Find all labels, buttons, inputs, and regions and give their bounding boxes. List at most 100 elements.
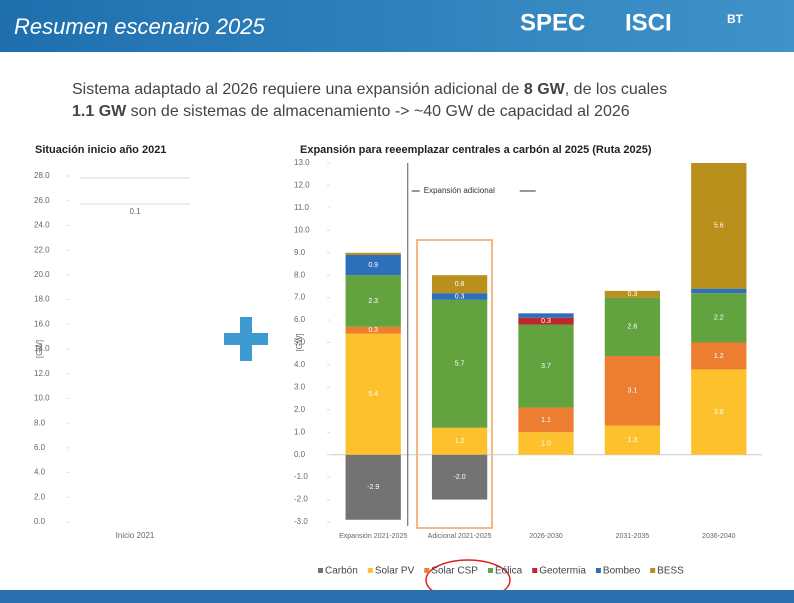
legend-swatch: [367, 568, 373, 573]
legend-label: Carbón: [325, 566, 358, 577]
bar-segment: [431, 299, 488, 428]
data-label: 5.7: [455, 361, 465, 368]
bar-segment: [691, 293, 747, 343]
bar-segment: [691, 342, 747, 370]
y-tick-label: 14.0: [34, 344, 50, 353]
data-label: 1.0: [541, 440, 551, 447]
data-label: 1.2: [714, 353, 724, 360]
x-tick-label: 2036-2040: [702, 533, 736, 540]
bar-segment: [431, 275, 488, 294]
y-tick-label: -2.0: [294, 495, 308, 504]
bar-segment: [691, 163, 747, 289]
y-tick-label: 22.0: [34, 245, 50, 254]
data-label: 1.1: [541, 417, 551, 424]
bar-segment: [604, 355, 661, 426]
data-label: 1.3: [628, 437, 638, 444]
header-bar: [0, 0, 794, 52]
slide-title: Resumen escenario 2025: [14, 14, 265, 39]
charts: Situación inicio año 2021 [GW] 0.0 2.0 4.0 6.…: [34, 144, 762, 577]
y-axis-label: [GW]: [295, 333, 304, 351]
legend-swatch: [318, 568, 323, 573]
bar-segment: [518, 432, 574, 455]
y-tick-label: 8.0: [294, 270, 306, 279]
x-tick-label: Inicio 2021: [116, 531, 155, 540]
body-text: Sistema adaptado al 2026 requiere una ex…: [72, 81, 667, 98]
bar-segment: [431, 427, 488, 455]
bar-segment: [345, 454, 401, 520]
x-tick-label: Expansión 2021-2025: [339, 533, 407, 540]
data-label: 3.7: [541, 363, 551, 370]
data-label: 2.6: [628, 324, 638, 331]
y-tick-label: 5.0: [294, 338, 306, 347]
highlight-box: [416, 239, 493, 529]
x-tick-label: 2031-2035: [616, 533, 650, 540]
y-tick-label: -3.0: [294, 517, 308, 526]
bar-segment: [431, 293, 488, 300]
y-tick-label: 1.0: [294, 427, 306, 436]
bar-segment: [345, 275, 401, 327]
data-label: 0.3: [628, 291, 638, 298]
y-tick-label: 28.0: [34, 171, 50, 180]
legend-swatch: [532, 568, 538, 573]
bar-segment: [604, 290, 661, 298]
legend-label: Geotermia: [539, 566, 586, 577]
y-tick-label: 4.0: [34, 468, 46, 477]
y-axis-label: [GW]: [35, 340, 44, 358]
data-label: 2.2: [714, 315, 724, 322]
legend-label: BESS: [657, 566, 684, 577]
plus-sign: [224, 317, 268, 361]
y-tick-label: 2.0: [294, 405, 306, 414]
y-tick-label: 26.0: [34, 196, 50, 205]
legend-swatch: [487, 568, 493, 573]
y-tick-label: 4.0: [294, 360, 306, 369]
bar-segment: [518, 324, 574, 408]
y-tick-label: 12.0: [34, 369, 50, 378]
data-label: 0.3: [541, 318, 551, 325]
data-label: 3.1: [628, 388, 638, 395]
x-tick-label: Adicional 2021-2025: [428, 533, 492, 540]
legend-label: Bombeo: [603, 566, 641, 577]
y-tick-label: 16.0: [34, 319, 50, 328]
y-tick-label: 8.0: [34, 418, 46, 427]
y-tick-label: 7.0: [294, 293, 306, 302]
data-label: -2.0: [454, 474, 466, 481]
bar-segment: [345, 326, 401, 334]
y-tick-label: 0.0: [34, 517, 46, 526]
logo: ISCI: [625, 9, 672, 36]
y-tick-label: 6.0: [294, 315, 306, 324]
data-label: 5.4: [368, 391, 378, 398]
y-tick-label: 10.0: [34, 394, 50, 403]
bar-segment: [691, 288, 747, 294]
y-tick-label: 2.0: [34, 492, 46, 501]
data-label: 0.3: [455, 293, 465, 300]
data-label: 0.3: [368, 327, 378, 334]
legend-label: Solar CSP: [431, 566, 478, 577]
bar-segment: [518, 317, 574, 325]
annotation: 0.1: [129, 207, 141, 216]
legend-swatch: [650, 568, 656, 573]
data-label: 2.3: [368, 298, 378, 305]
annotation: Expansión adicional: [424, 186, 495, 195]
footer-bar: [0, 590, 794, 603]
legend-swatch: [595, 568, 601, 573]
y-tick-label: 9.0: [294, 248, 306, 257]
y-tick-label: -1.0: [294, 472, 308, 481]
logo: SPEC: [520, 9, 585, 36]
x-tick-label: 2026-2030: [529, 533, 563, 540]
bar-segment: [604, 425, 661, 455]
chart-title: Expansión para reeemplazar centrales a c…: [300, 144, 652, 156]
bar-segment: [345, 333, 401, 455]
y-tick-label: 13.0: [294, 158, 310, 167]
legend-label: Solar PV: [375, 566, 415, 577]
bar-segment: [518, 407, 574, 433]
y-tick-label: 3.0: [294, 382, 306, 391]
legend-swatch: [424, 568, 430, 573]
body-text: 1.1 GW son de sistemas de almacenamiento…: [72, 103, 630, 120]
y-tick-label: 6.0: [34, 443, 46, 452]
y-tick-label: 0.0: [294, 450, 306, 459]
data-label: 1.2: [455, 438, 465, 445]
bar-segment: [691, 369, 747, 455]
data-label: 0.8: [455, 281, 465, 288]
data-label: 0.9: [368, 262, 378, 269]
y-tick-label: 11.0: [294, 203, 310, 212]
